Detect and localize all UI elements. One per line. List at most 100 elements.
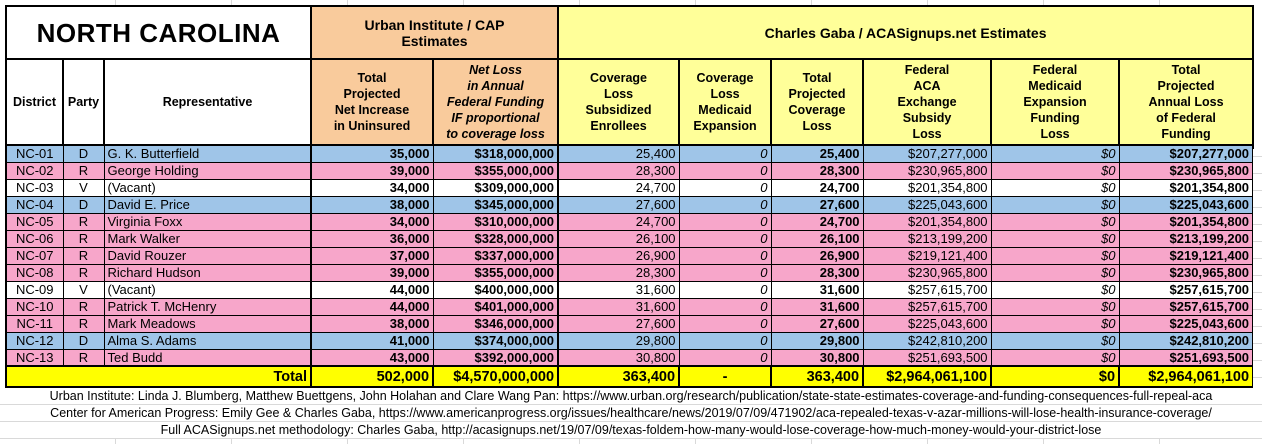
cell-coverage-loss-subsidized[interactable]: 24,700: [557, 178, 680, 197]
group-header-urban-institute[interactable]: Urban Institute / CAP Estimates: [310, 5, 560, 60]
cell-coverage-loss-subsidized[interactable]: 31,600: [557, 280, 680, 299]
cell-net-loss-federal-funding[interactable]: $346,000,000: [432, 314, 560, 333]
cell-district[interactable]: NC-03: [5, 178, 64, 197]
total-net-loss-federal-funding-cell[interactable]: $4,570,000,000: [432, 365, 560, 388]
total-annual-federal-loss-cell[interactable]: $2,964,061,100: [1118, 365, 1255, 388]
cell-district[interactable]: NC-02: [5, 161, 64, 180]
cell-district[interactable]: NC-04: [5, 195, 64, 214]
cell-party[interactable]: V: [62, 280, 105, 299]
cell-district[interactable]: NC-13: [5, 348, 64, 367]
cell-representative[interactable]: Mark Walker: [103, 229, 313, 248]
col-header-total-annual-federal-loss[interactable]: Total Projected Annual Loss of Federal F…: [1118, 58, 1255, 146]
cell-coverage-loss-medicaid[interactable]: 0: [678, 144, 772, 163]
cell-party[interactable]: D: [62, 331, 105, 350]
cell-aca-exchange-subsidy-loss[interactable]: $201,354,800: [862, 178, 992, 197]
cell-coverage-loss-subsidized[interactable]: 28,300: [557, 161, 680, 180]
cell-party[interactable]: R: [62, 263, 105, 282]
cell-coverage-loss-medicaid[interactable]: 0: [678, 280, 772, 299]
cell-representative[interactable]: (Vacant): [103, 280, 313, 299]
cell-representative[interactable]: Patrick T. McHenry: [103, 297, 313, 316]
col-header-net-loss-federal-funding[interactable]: Net Loss in Annual Federal Funding IF pr…: [432, 58, 560, 146]
cell-total-coverage-loss[interactable]: 25,400: [770, 144, 864, 163]
cell-coverage-loss-medicaid[interactable]: 0: [678, 297, 772, 316]
cell-total-coverage-loss[interactable]: 31,600: [770, 297, 864, 316]
cell-representative[interactable]: Alma S. Adams: [103, 331, 313, 350]
cell-representative[interactable]: Ted Budd: [103, 348, 313, 367]
cell-coverage-loss-subsidized[interactable]: 26,900: [557, 246, 680, 265]
cell-coverage-loss-subsidized[interactable]: 25,400: [557, 144, 680, 163]
total-coverage-loss-cell[interactable]: 363,400: [770, 365, 865, 388]
cell-net-increase-uninsured[interactable]: 36,000: [310, 229, 434, 248]
cell-district[interactable]: NC-09: [5, 280, 64, 299]
cell-total-annual-federal-loss[interactable]: $230,965,800: [1118, 161, 1255, 180]
col-header-net-increase-uninsured[interactable]: Total Projected Net Increase in Uninsure…: [310, 58, 435, 146]
cell-total-annual-federal-loss[interactable]: $219,121,400: [1118, 246, 1255, 265]
cell-district[interactable]: NC-05: [5, 212, 64, 231]
cell-representative[interactable]: David Rouzer: [103, 246, 313, 265]
cell-coverage-loss-medicaid[interactable]: 0: [678, 178, 772, 197]
group-header-charles-gaba[interactable]: Charles Gaba / ACASignups.net Estimates: [557, 5, 1255, 60]
cell-representative[interactable]: G. K. Butterfield: [103, 144, 313, 163]
col-header-medicaid-expansion-funding-loss[interactable]: Federal Medicaid Expansion Funding Loss: [990, 58, 1121, 146]
cell-party[interactable]: V: [62, 178, 105, 197]
cell-net-increase-uninsured[interactable]: 34,000: [310, 178, 434, 197]
cell-total-annual-federal-loss[interactable]: $257,615,700: [1118, 297, 1255, 316]
cell-aca-exchange-subsidy-loss[interactable]: $225,043,600: [862, 195, 992, 214]
cell-party[interactable]: R: [62, 297, 105, 316]
cell-net-loss-federal-funding[interactable]: $309,000,000: [432, 178, 560, 197]
cell-net-increase-uninsured[interactable]: 43,000: [310, 348, 434, 367]
cell-district[interactable]: NC-10: [5, 297, 64, 316]
cell-district[interactable]: NC-06: [5, 229, 64, 248]
cell-medicaid-expansion-funding-loss[interactable]: $0: [990, 229, 1120, 248]
cell-coverage-loss-medicaid[interactable]: 0: [678, 195, 772, 214]
cell-party[interactable]: R: [62, 212, 105, 231]
total-label-cell[interactable]: Total: [4, 365, 313, 388]
cell-medicaid-expansion-funding-loss[interactable]: $0: [990, 280, 1120, 299]
cell-representative[interactable]: (Vacant): [103, 178, 313, 197]
cell-coverage-loss-medicaid[interactable]: 0: [678, 212, 772, 231]
cell-total-annual-federal-loss[interactable]: $213,199,200: [1118, 229, 1255, 248]
cell-total-coverage-loss[interactable]: 28,300: [770, 161, 864, 180]
col-header-representative[interactable]: Representative: [102, 58, 313, 146]
cell-representative[interactable]: Richard Hudson: [103, 263, 313, 282]
cell-net-loss-federal-funding[interactable]: $337,000,000: [432, 246, 560, 265]
cell-net-loss-federal-funding[interactable]: $328,000,000: [432, 229, 560, 248]
cell-net-increase-uninsured[interactable]: 44,000: [310, 297, 434, 316]
cell-net-loss-federal-funding[interactable]: $392,000,000: [432, 348, 560, 367]
cell-coverage-loss-medicaid[interactable]: 0: [678, 246, 772, 265]
cell-total-annual-federal-loss[interactable]: $257,615,700: [1118, 280, 1255, 299]
cell-party[interactable]: R: [62, 161, 105, 180]
cell-net-loss-federal-funding[interactable]: $318,000,000: [432, 144, 560, 163]
cell-district[interactable]: NC-01: [5, 144, 64, 163]
total-coverage-loss-subsidized-cell[interactable]: 363,400: [557, 365, 681, 388]
footnote-urban-institute[interactable]: Urban Institute: Linda J. Blumberg, Matt…: [0, 388, 1262, 405]
cell-party[interactable]: R: [62, 246, 105, 265]
cell-net-increase-uninsured[interactable]: 44,000: [310, 280, 434, 299]
cell-total-coverage-loss[interactable]: 24,700: [770, 178, 864, 197]
cell-total-annual-federal-loss[interactable]: $225,043,600: [1118, 314, 1255, 333]
cell-net-loss-federal-funding[interactable]: $401,000,000: [432, 297, 560, 316]
cell-district[interactable]: NC-08: [5, 263, 64, 282]
cell-aca-exchange-subsidy-loss[interactable]: $207,277,000: [862, 144, 992, 163]
cell-aca-exchange-subsidy-loss[interactable]: $251,693,500: [862, 348, 992, 367]
cell-total-coverage-loss[interactable]: 30,800: [770, 348, 864, 367]
cell-aca-exchange-subsidy-loss[interactable]: $230,965,800: [862, 263, 992, 282]
cell-net-increase-uninsured[interactable]: 34,000: [310, 212, 434, 231]
cell-net-loss-federal-funding[interactable]: $345,000,000: [432, 195, 560, 214]
cell-aca-exchange-subsidy-loss[interactable]: $257,615,700: [862, 297, 992, 316]
footnote-center-american-progress[interactable]: Center for American Progress: Emily Gee …: [0, 405, 1262, 422]
cell-aca-exchange-subsidy-loss[interactable]: $201,354,800: [862, 212, 992, 231]
col-header-coverage-loss-medicaid[interactable]: Coverage Loss Medicaid Expansion: [678, 58, 773, 146]
cell-total-annual-federal-loss[interactable]: $251,693,500: [1118, 348, 1255, 367]
cell-district[interactable]: NC-07: [5, 246, 64, 265]
cell-total-annual-federal-loss[interactable]: $242,810,200: [1118, 331, 1255, 350]
cell-coverage-loss-subsidized[interactable]: 28,300: [557, 263, 680, 282]
cell-coverage-loss-subsidized[interactable]: 26,100: [557, 229, 680, 248]
cell-total-coverage-loss[interactable]: 26,900: [770, 246, 864, 265]
cell-net-increase-uninsured[interactable]: 38,000: [310, 314, 434, 333]
col-header-district[interactable]: District: [5, 58, 64, 146]
cell-aca-exchange-subsidy-loss[interactable]: $219,121,400: [862, 246, 992, 265]
cell-medicaid-expansion-funding-loss[interactable]: $0: [990, 297, 1120, 316]
cell-coverage-loss-medicaid[interactable]: 0: [678, 161, 772, 180]
cell-net-loss-federal-funding[interactable]: $310,000,000: [432, 212, 560, 231]
